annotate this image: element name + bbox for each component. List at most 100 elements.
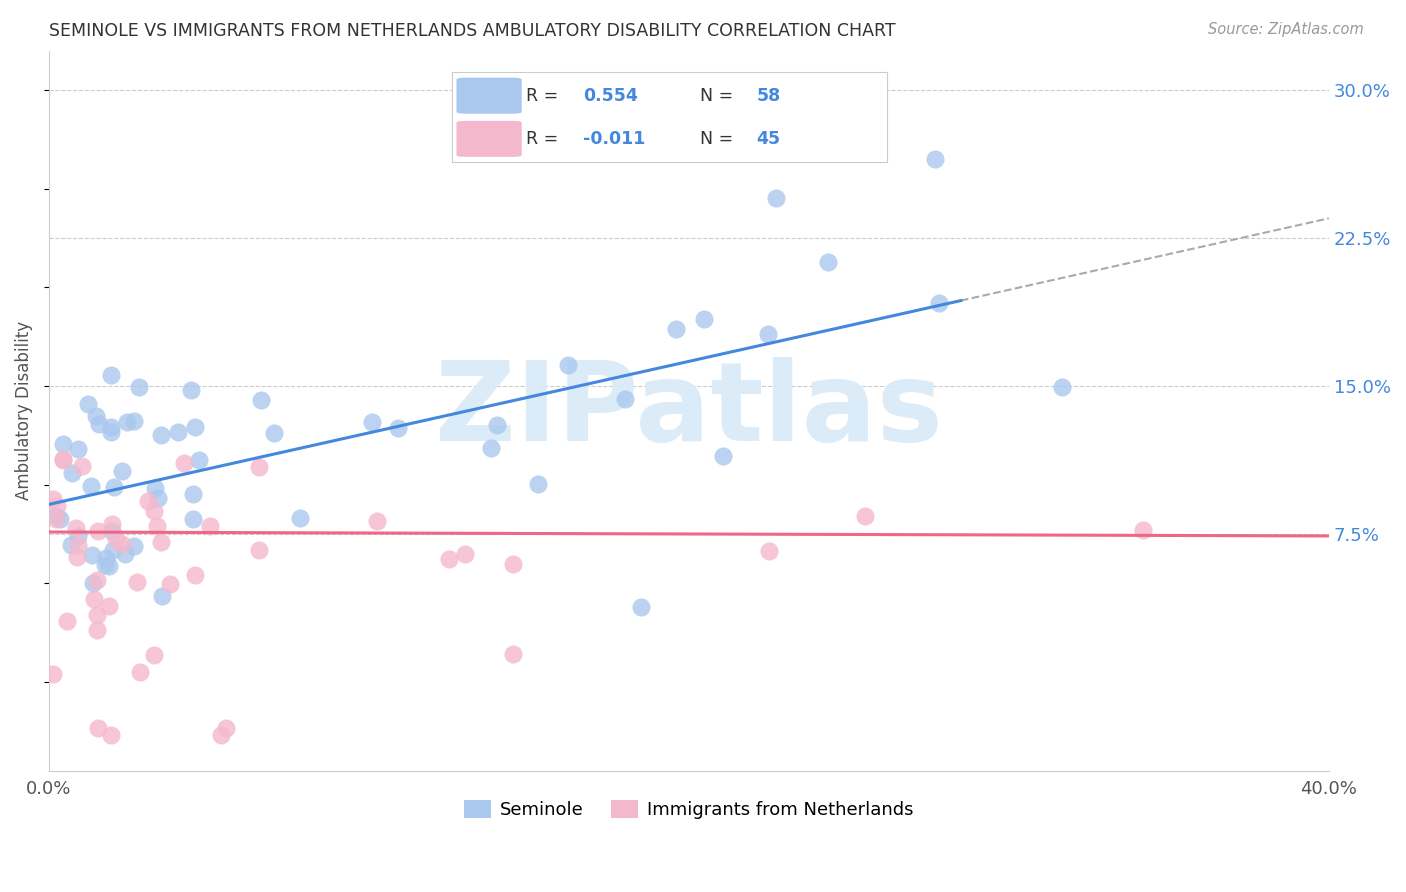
Point: [288, 511, 311, 525]
Point: [101, 517, 124, 532]
Point: [66, 442, 89, 456]
Point: [159, 577, 181, 591]
Point: [454, 547, 477, 561]
Point: [148, 491, 170, 506]
Point: [149, 427, 172, 442]
Point: [188, 453, 211, 467]
Point: [45, 508, 67, 523]
Point: [82, 576, 104, 591]
Point: [693, 311, 716, 326]
Point: [527, 476, 550, 491]
Point: [100, 420, 122, 434]
Point: [70, 458, 93, 473]
Point: [630, 599, 652, 614]
Point: [181, 487, 204, 501]
Point: [924, 152, 946, 166]
Point: [84, 409, 107, 423]
Point: [52, 453, 75, 467]
Point: [67, 538, 90, 552]
Text: SEMINOLE VS IMMIGRANTS FROM NETHERLANDS AMBULATORY DISABILITY CORRELATION CHART: SEMINOLE VS IMMIGRANTS FROM NETHERLANDS …: [49, 22, 896, 40]
Point: [214, 722, 236, 736]
Point: [122, 539, 145, 553]
Point: [52, 451, 75, 466]
Point: [756, 326, 779, 341]
Point: [45, 511, 67, 525]
Point: [111, 536, 134, 550]
Point: [42, 667, 65, 681]
Point: [42, 491, 65, 506]
Point: [125, 574, 148, 589]
Point: [146, 519, 169, 533]
Point: [77, 397, 100, 411]
Point: [100, 368, 122, 383]
Point: [98, 599, 121, 613]
Point: [247, 460, 270, 475]
Point: [437, 552, 460, 566]
Point: [502, 648, 524, 662]
Point: [150, 534, 173, 549]
Point: [100, 728, 122, 742]
Point: [765, 192, 787, 206]
Point: [198, 518, 221, 533]
Point: [486, 418, 509, 433]
Point: [502, 557, 524, 571]
Point: [557, 358, 579, 372]
Point: [853, 508, 876, 523]
Point: [122, 414, 145, 428]
Point: [184, 568, 207, 582]
Point: [59, 539, 82, 553]
Point: [66, 529, 89, 543]
Point: [167, 425, 190, 439]
Point: [86, 607, 108, 622]
Point: [49, 512, 72, 526]
Point: [87, 721, 110, 735]
Point: [361, 415, 384, 429]
Point: [111, 464, 134, 478]
Point: [713, 450, 735, 464]
Point: [928, 296, 950, 310]
Point: [665, 322, 688, 336]
Text: ZIPatlas: ZIPatlas: [434, 357, 943, 464]
Point: [250, 392, 273, 407]
Text: Source: ZipAtlas.com: Source: ZipAtlas.com: [1208, 22, 1364, 37]
Legend: Seminole, Immigrants from Netherlands: Seminole, Immigrants from Netherlands: [457, 793, 921, 827]
Point: [181, 511, 204, 525]
Point: [80, 548, 103, 562]
Point: [115, 415, 138, 429]
Point: [817, 254, 839, 268]
Point: [143, 504, 166, 518]
Point: [758, 544, 780, 558]
Point: [143, 648, 166, 662]
Point: [105, 532, 128, 546]
Point: [65, 521, 87, 535]
Point: [83, 592, 105, 607]
Point: [173, 456, 195, 470]
Point: [180, 383, 202, 397]
Point: [86, 623, 108, 637]
Y-axis label: Ambulatory Disability: Ambulatory Disability: [15, 321, 32, 500]
Point: [387, 421, 409, 435]
Point: [86, 574, 108, 588]
Point: [98, 559, 121, 574]
Point: [80, 479, 103, 493]
Point: [93, 558, 115, 573]
Point: [1132, 523, 1154, 537]
Point: [66, 550, 89, 565]
Point: [45, 499, 67, 513]
Point: [128, 665, 150, 679]
Point: [1050, 380, 1073, 394]
Point: [56, 614, 79, 628]
Point: [614, 392, 637, 407]
Point: [143, 481, 166, 495]
Point: [101, 543, 124, 558]
Point: [114, 547, 136, 561]
Point: [94, 550, 117, 565]
Point: [136, 493, 159, 508]
Point: [101, 524, 124, 538]
Point: [128, 380, 150, 394]
Point: [209, 728, 232, 742]
Point: [87, 524, 110, 539]
Point: [481, 441, 503, 455]
Point: [52, 437, 75, 451]
Point: [89, 417, 111, 431]
